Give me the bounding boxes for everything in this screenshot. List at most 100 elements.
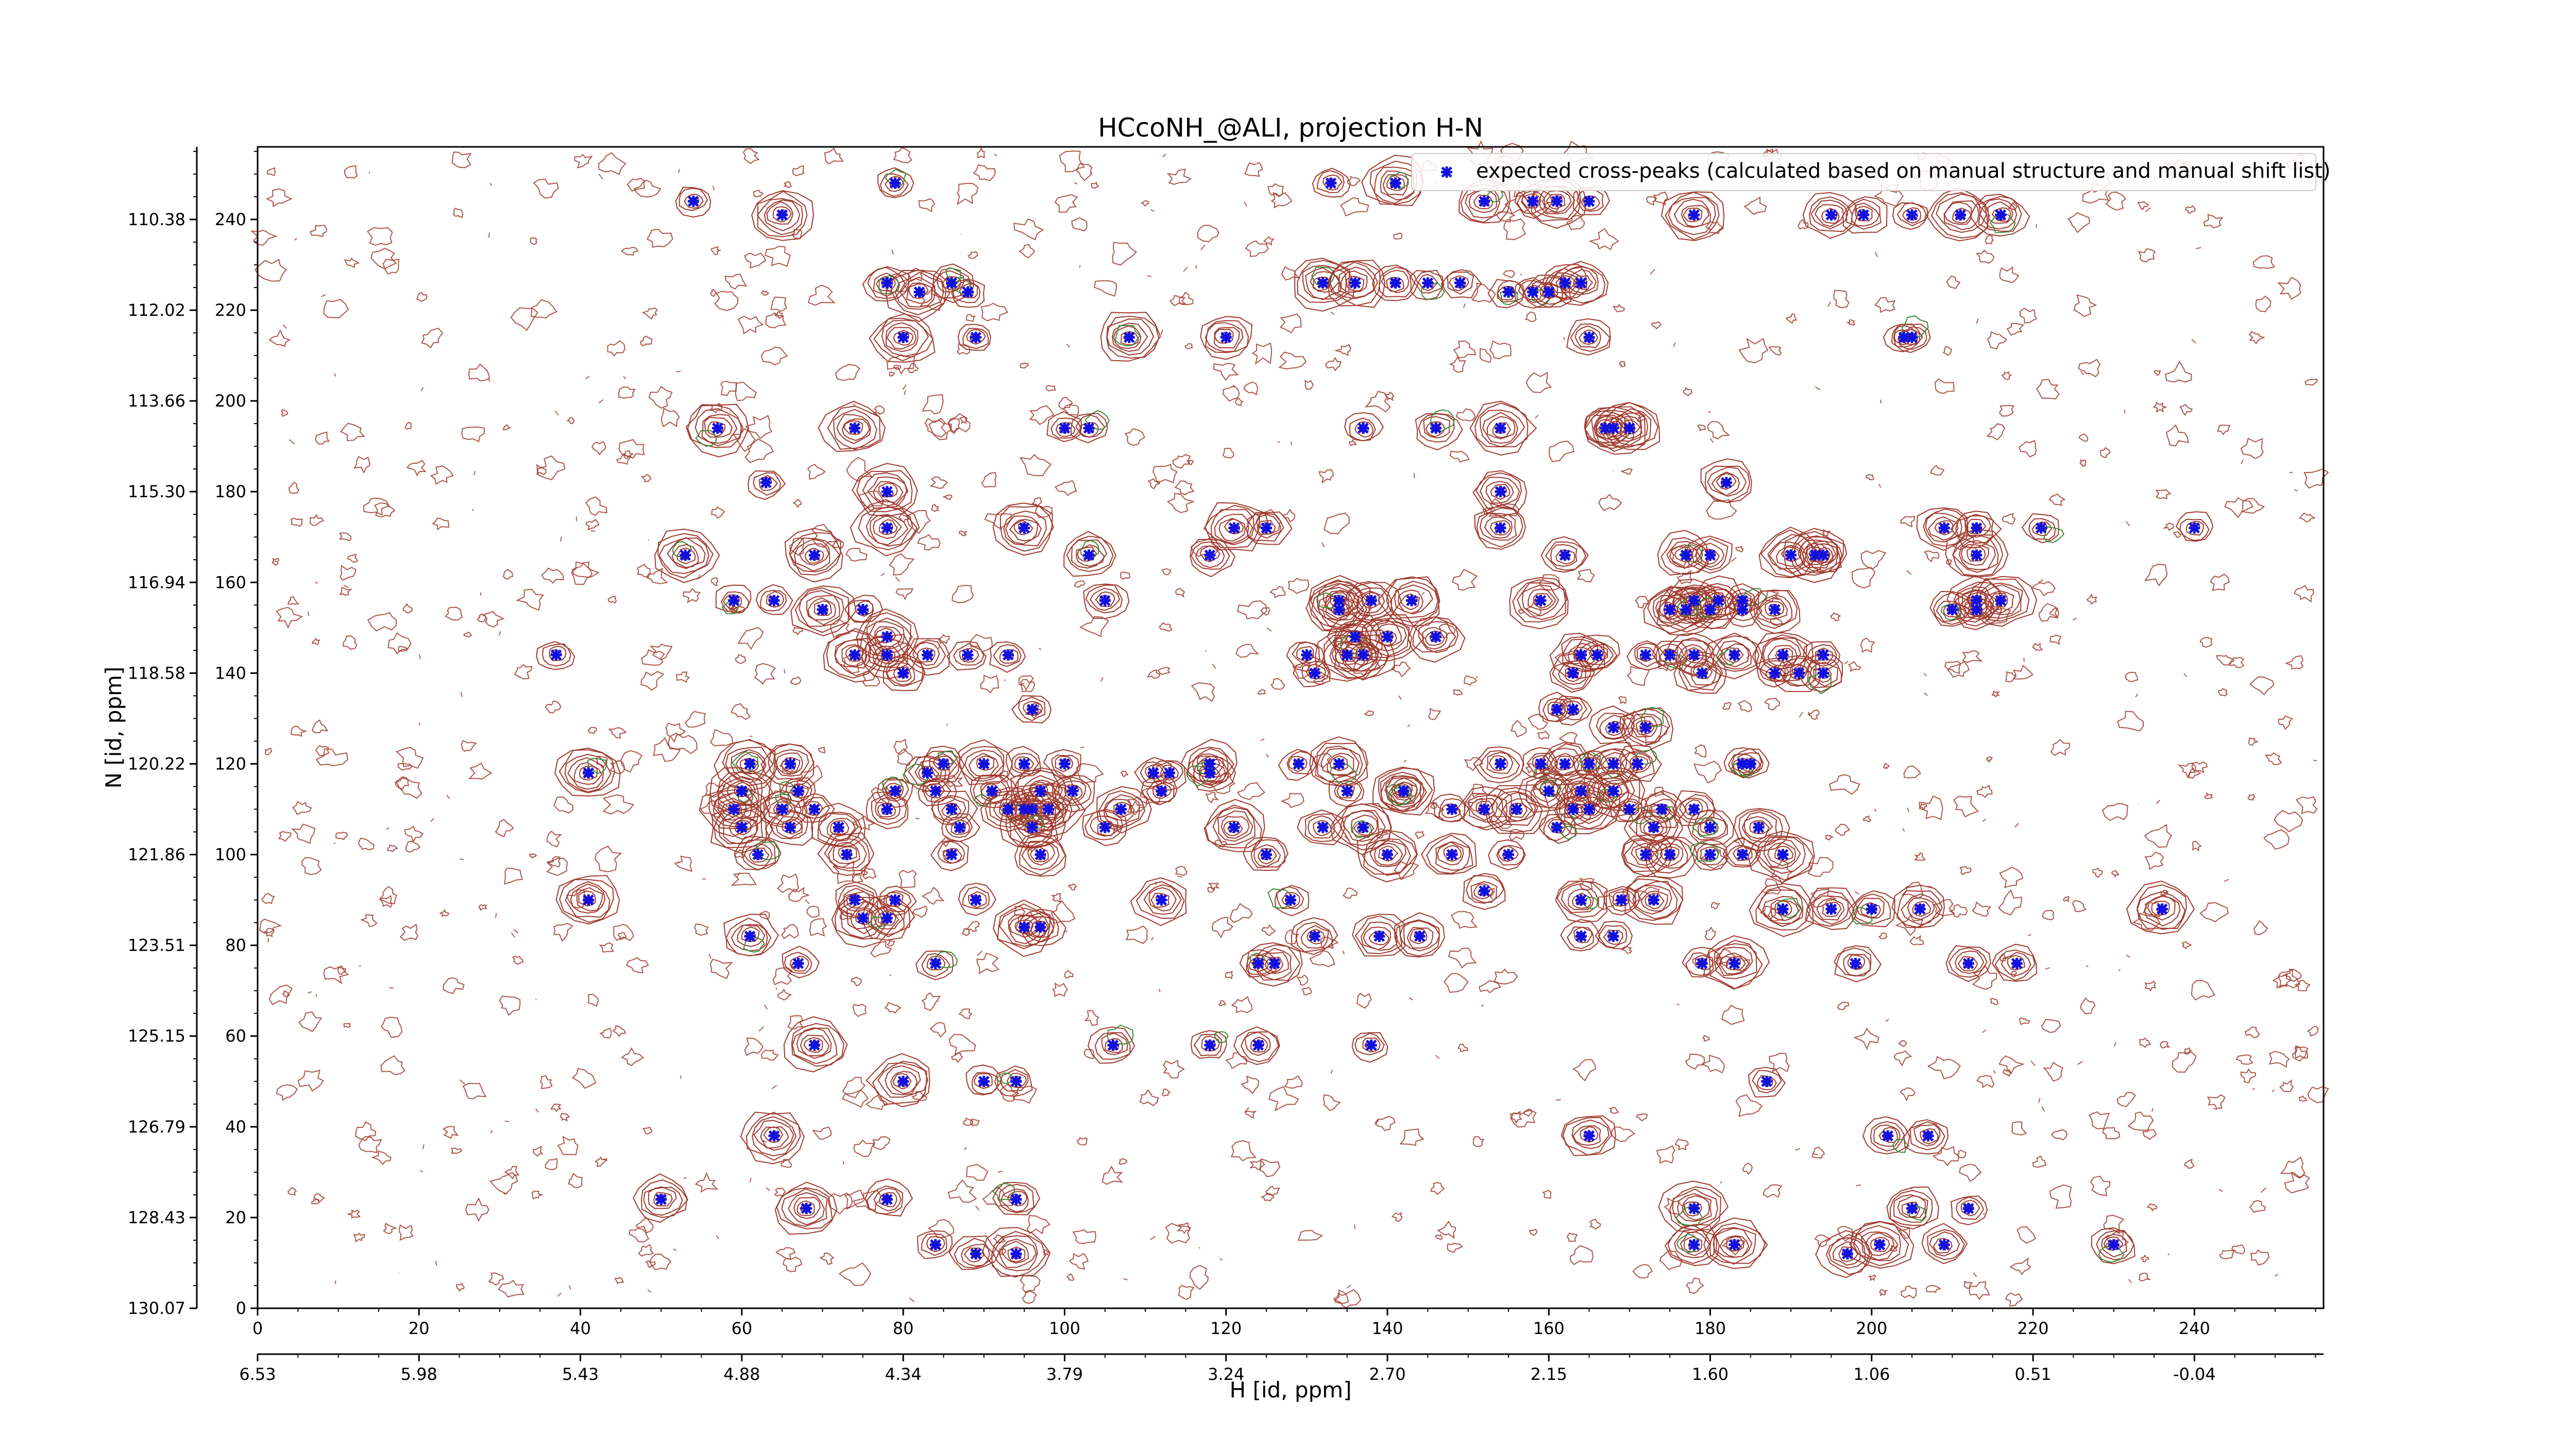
y-tick-label: 60 <box>225 1026 246 1046</box>
cross-peak-marker <box>857 604 869 615</box>
cross-peak-marker <box>1688 209 1700 221</box>
cross-peak-marker <box>1584 196 1595 207</box>
cross-peak-marker <box>1043 803 1054 815</box>
noise-contour <box>2200 637 2212 647</box>
noise-contour <box>479 905 486 910</box>
noise-contour <box>889 372 894 376</box>
noise-contour <box>675 856 691 871</box>
noise-contour <box>423 1144 424 1149</box>
noise-contour <box>2236 1055 2253 1064</box>
cross-peak-marker <box>2189 522 2200 534</box>
ppm-x-tick-label: 3.79 <box>1046 1364 1083 1384</box>
cross-peak-marker <box>1963 958 1974 969</box>
noise-contour <box>1495 969 1518 984</box>
noise-contour <box>1251 1160 1265 1169</box>
noise-contour <box>1175 481 1194 495</box>
noise-contour <box>1261 739 1264 741</box>
cross-peak-marker <box>752 849 764 861</box>
noise-contour <box>1053 984 1067 997</box>
noise-contour <box>1163 1060 1184 1078</box>
noise-contour <box>1453 690 1462 695</box>
cross-peak-marker <box>1535 595 1547 606</box>
noise-contour <box>2080 371 2083 375</box>
noise-contour <box>1080 747 1084 748</box>
noise-contour <box>1879 933 1887 939</box>
noise-contour <box>842 1090 868 1107</box>
noise-contour <box>1067 1274 1074 1280</box>
noise-contour <box>2261 1188 2266 1192</box>
cross-peak-marker <box>1567 803 1579 815</box>
noise-contour <box>2286 656 2303 669</box>
noise-contour <box>1614 305 1625 312</box>
noise-contour <box>967 314 975 321</box>
noise-contour <box>591 531 595 532</box>
cross-peak-marker <box>1729 958 1740 969</box>
noise-contour <box>1619 362 1625 367</box>
noise-contour <box>1963 651 1981 662</box>
x-tick-label: 60 <box>731 1319 752 1338</box>
noise-contour <box>399 1225 413 1240</box>
noise-contour <box>2006 1293 2022 1306</box>
noise-contour <box>909 1298 914 1302</box>
cross-peak-marker <box>655 1194 667 1205</box>
noise-contour <box>1464 676 1477 685</box>
noise-contour <box>289 440 294 444</box>
noise-contour <box>2274 811 2302 832</box>
legend-marker-symbol <box>1441 166 1452 178</box>
noise-contour <box>2313 760 2317 761</box>
noise-contour <box>775 312 783 318</box>
noise-contour <box>289 482 299 493</box>
noise-contour <box>710 730 733 746</box>
noise-contour <box>980 676 998 693</box>
noise-contour <box>1436 1235 1443 1239</box>
noise-contour <box>1731 558 1736 561</box>
noise-contour <box>2079 360 2100 377</box>
noise-contour <box>269 331 290 346</box>
noise-contour <box>511 933 515 937</box>
noise-contour <box>575 155 592 168</box>
noise-contour <box>503 425 510 430</box>
noise-contour <box>1994 1070 1995 1074</box>
noise-contour <box>517 589 543 610</box>
cross-peak-marker <box>1309 931 1320 942</box>
noise-contour <box>931 504 938 511</box>
cross-peak-marker <box>1293 758 1304 769</box>
noise-contour <box>1875 252 1877 257</box>
noise-contour <box>490 183 492 185</box>
noise-contour <box>2220 1251 2234 1259</box>
noise-contour <box>1449 948 1476 968</box>
noise-contour <box>2208 1095 2225 1108</box>
cross-peak-marker <box>760 477 772 488</box>
noise-contour <box>2052 1129 2067 1140</box>
noise-contour <box>1021 1276 1040 1292</box>
cross-peak-marker <box>1511 803 1522 815</box>
noise-contour <box>1334 1293 1348 1304</box>
cross-peak-marker <box>1939 1239 1950 1251</box>
noise-contour <box>1899 1041 1907 1047</box>
cross-peak-marker <box>1349 631 1361 643</box>
cross-peak-marker <box>897 1076 909 1087</box>
noise-contour <box>1723 702 1731 710</box>
noise-contour <box>461 741 476 751</box>
cross-peak-marker <box>1818 549 1829 561</box>
noise-contour <box>316 746 329 755</box>
noise-contour <box>2081 998 2095 1014</box>
noise-contour <box>1908 808 1909 813</box>
noise-contour <box>505 1121 509 1122</box>
noise-contour <box>2007 324 2023 335</box>
noise-contour <box>976 1206 979 1210</box>
x-tick-label: 100 <box>1049 1319 1080 1338</box>
cross-peak-marker <box>1358 423 1369 434</box>
noise-contour <box>2275 1274 2278 1277</box>
noise-contour <box>551 1104 561 1111</box>
noise-contour <box>970 1119 979 1126</box>
cross-peak-marker <box>1560 277 1571 289</box>
cross-peak-marker <box>1567 667 1579 679</box>
noise-contour <box>1354 1225 1355 1229</box>
ppm-y-tick-label: 123.51 <box>128 936 185 955</box>
noise-contour <box>334 374 335 377</box>
noise-contour <box>1543 1191 1551 1199</box>
noise-contour <box>1869 1275 1875 1280</box>
noise-contour <box>452 152 470 167</box>
